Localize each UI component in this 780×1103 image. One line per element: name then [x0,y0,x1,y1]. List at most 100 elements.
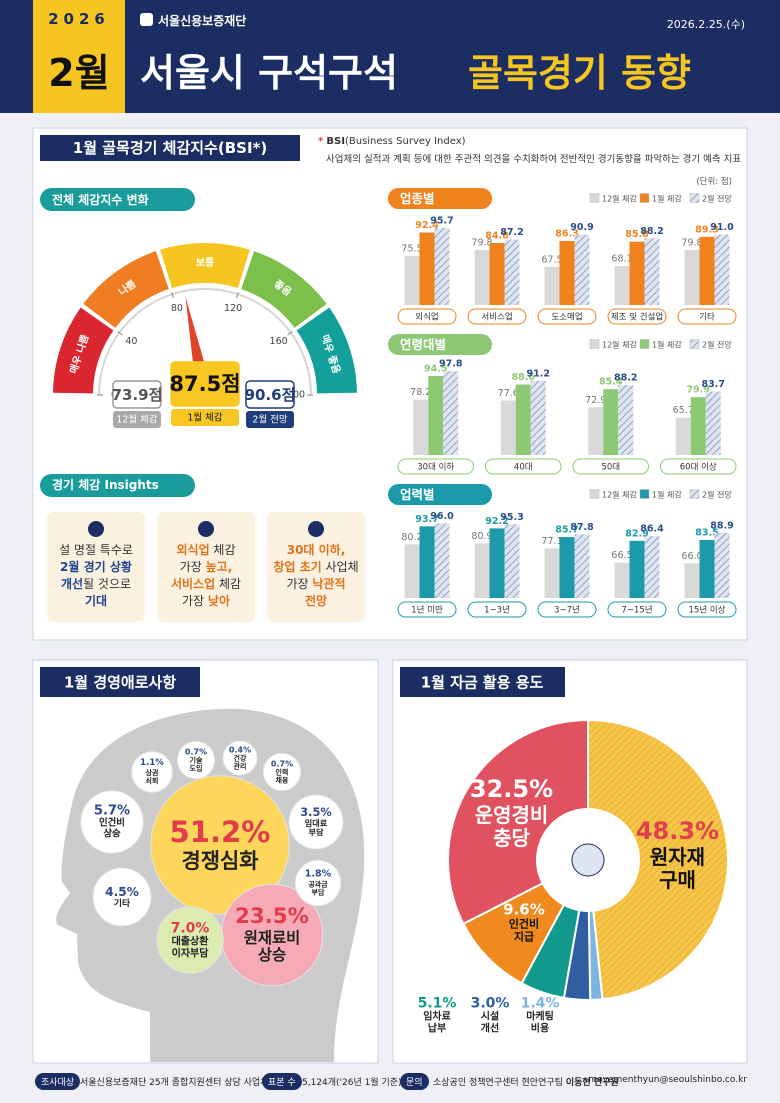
bubble-category: 인력 채용 [275,768,289,785]
bar [705,391,721,455]
gauge-inner-ring [98,288,312,396]
bar-value-label: 77.6 [498,388,519,399]
gauge-zone [296,307,357,394]
legend-label: 12월 체감 [602,194,637,204]
bubble-value: 0.4% [228,745,252,755]
insight-card: 설 명절 특수로 2월 경기 상황 개선될 것으로 기대 [47,512,145,622]
gauge-tick [171,292,175,299]
x-tick-label: 기타 [699,313,715,323]
gauge-needle [185,296,206,369]
bubble-label: 5.7% 인건비 상승 [81,804,143,841]
bsi-note-mark: * [318,136,324,147]
legend-swatch [589,193,600,203]
bar [504,524,520,598]
insight-line: 개선될 것으로 [47,576,145,593]
gauge-tick [287,331,293,336]
bar [544,266,560,305]
pie-value: 48.3% [635,817,720,846]
bar-value-label: 79.9 [687,385,710,396]
bar-value-label: 88.6 [512,372,536,383]
bar [588,407,604,455]
bar [504,239,520,305]
header-title: 서울시 구석구석 [140,51,398,95]
bubble-label: 23.5% 원재료비 상승 [221,905,323,965]
bar-value-label: 96.0 [430,511,454,522]
panel-title: 1월 자금 활용 용도 [421,674,544,692]
bar [443,371,459,455]
bar [684,249,700,305]
bar [413,399,429,455]
category-pill [677,601,737,618]
bubble-category: 경쟁심화 [181,849,259,874]
header-title-highlight: 골목경기 동향 [468,51,691,95]
bubble-category: 공과금 부담 [308,880,328,897]
bar-chart-title-bg [388,188,492,209]
insight-line: 30대 이하, [267,542,365,559]
insight-line: 설 명절 특수로 [47,542,145,559]
bubble-value: 0.7% [270,759,294,769]
bar [530,380,546,455]
x-tick-label: 30대 이하 [417,462,454,473]
unit-label: (단위: 점) [696,177,732,187]
legend-swatch [589,339,600,349]
insight-line: 외식업 체감 [157,542,255,559]
gauge-tick-label: 40 [125,336,137,347]
pie-category: 마케팅 비용 [526,1011,554,1035]
pie-category: 인건비 지급 [508,917,540,944]
bar-value-label: 72.9 [585,395,606,406]
bubble-label: 0.4% 건강 관리 [223,745,257,770]
bubble-label: 0.7% 기술 도입 [177,747,214,772]
legend-label: 1월 체감 [652,340,682,350]
bar-value-label: 92.2 [485,516,508,527]
bar [474,543,490,598]
legend-label: 2월 전망 [702,340,732,350]
bar-value-label: 75.5 [401,243,422,254]
bar [559,537,575,598]
gauge-zone-label: 보통 [196,257,214,269]
bubble-value: 7.0% [170,920,210,937]
category-pill [660,458,737,475]
bar-value-label: 86.4 [640,524,664,535]
bar-chart-title: 업종별 [400,191,435,206]
pie-value: 5.1% [417,995,457,1012]
gauge-category-bg [246,411,294,428]
bar [404,255,420,305]
bar [489,243,505,305]
insight-text: 체감 [215,577,242,591]
bubble [80,790,144,854]
bar-value-label: 79.8 [471,237,492,248]
insight-text: 체감 [209,543,236,557]
insight-emphasis: 30대 이하, [286,543,346,557]
bar-value-label: 87.8 [570,522,594,533]
insight-emphasis: 전망 [304,594,328,608]
bar [714,234,730,305]
insight-text: 설 명절 특수로 [59,543,133,557]
gauge-zone [241,251,327,328]
bar-value-label: 91.0 [710,222,734,233]
legend-swatch [589,489,600,499]
bar-value-label: 95.7 [430,215,453,226]
bar [629,241,645,305]
bar-value-label: 92.4 [415,220,439,231]
pie-value: 1.4% [520,995,560,1012]
bar [515,384,531,455]
bar-value-label: 94.5 [424,363,447,374]
insight-text: 가장 [179,560,206,574]
bar-value-label: 66.0 [681,551,702,562]
insight-line: 서비스업 체감 [157,576,255,593]
footer-survey-label: 조사대상 [35,1073,81,1090]
category-pill [677,308,737,325]
gauge-tick [117,331,123,336]
bar-chart-title-bg [388,484,492,505]
category-pill [607,308,667,325]
gauge-title-bg [40,188,195,211]
bubble-label: 3.5% 임대료 부담 [289,806,343,838]
bar [489,528,505,598]
bubble [288,794,344,850]
bar [559,240,575,305]
insight-line: 가장 낮아 [157,593,255,610]
legend-swatch [639,193,650,203]
bubble [131,751,173,793]
legend-label: 1월 체감 [652,490,682,500]
insight-icon [198,521,214,537]
